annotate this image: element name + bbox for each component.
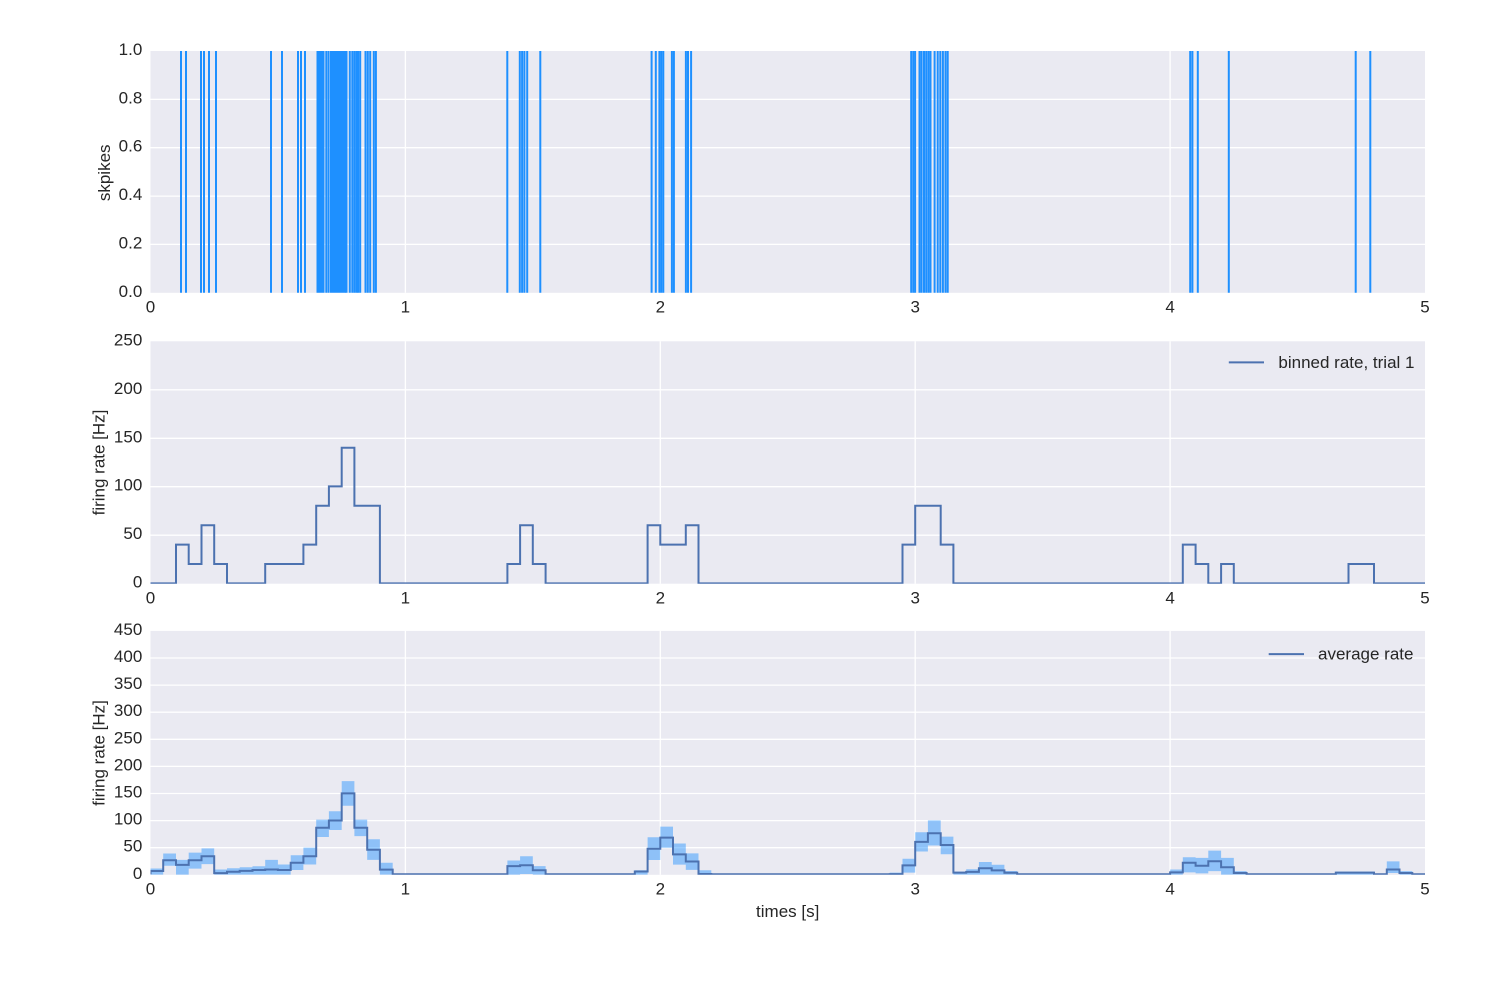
svg-text:450: 450 bbox=[114, 620, 142, 639]
svg-text:0: 0 bbox=[146, 879, 155, 898]
svg-text:0.8: 0.8 bbox=[119, 88, 143, 107]
svg-text:0: 0 bbox=[146, 588, 155, 607]
svg-text:300: 300 bbox=[114, 701, 142, 720]
svg-text:5: 5 bbox=[1420, 879, 1429, 898]
svg-text:times [s]: times [s] bbox=[756, 902, 819, 921]
svg-text:150: 150 bbox=[114, 783, 142, 802]
svg-text:2: 2 bbox=[656, 879, 665, 898]
svg-text:0.0: 0.0 bbox=[119, 282, 143, 301]
svg-text:200: 200 bbox=[114, 379, 142, 398]
svg-text:1: 1 bbox=[401, 879, 410, 898]
svg-text:200: 200 bbox=[114, 755, 142, 774]
svg-text:3: 3 bbox=[910, 879, 919, 898]
svg-text:5: 5 bbox=[1420, 297, 1429, 316]
svg-text:0: 0 bbox=[146, 297, 155, 316]
svg-text:150: 150 bbox=[114, 427, 142, 446]
svg-text:250: 250 bbox=[114, 728, 142, 747]
svg-text:binned rate, trial 1: binned rate, trial 1 bbox=[1278, 353, 1414, 372]
svg-text:5: 5 bbox=[1420, 588, 1429, 607]
svg-text:skpikes: skpikes bbox=[95, 144, 114, 201]
svg-text:350: 350 bbox=[114, 674, 142, 693]
svg-text:4: 4 bbox=[1165, 879, 1174, 898]
svg-text:3: 3 bbox=[910, 297, 919, 316]
svg-text:1.0: 1.0 bbox=[119, 40, 143, 59]
svg-text:0.6: 0.6 bbox=[119, 137, 143, 156]
svg-text:0: 0 bbox=[133, 864, 142, 883]
svg-text:firing rate [Hz]: firing rate [Hz] bbox=[90, 410, 109, 516]
svg-text:2: 2 bbox=[656, 588, 665, 607]
svg-text:0.2: 0.2 bbox=[119, 233, 143, 252]
svg-text:3: 3 bbox=[910, 588, 919, 607]
svg-text:50: 50 bbox=[123, 837, 142, 856]
svg-text:250: 250 bbox=[114, 330, 142, 349]
svg-text:average rate: average rate bbox=[1318, 645, 1413, 664]
svg-text:0: 0 bbox=[133, 573, 142, 592]
svg-text:4: 4 bbox=[1165, 297, 1174, 316]
svg-text:0.4: 0.4 bbox=[119, 185, 143, 204]
svg-text:4: 4 bbox=[1165, 588, 1174, 607]
svg-text:400: 400 bbox=[114, 647, 142, 666]
svg-text:50: 50 bbox=[123, 524, 142, 543]
svg-text:1: 1 bbox=[401, 297, 410, 316]
svg-text:100: 100 bbox=[114, 810, 142, 829]
svg-text:2: 2 bbox=[656, 297, 665, 316]
svg-text:firing rate [Hz]: firing rate [Hz] bbox=[90, 700, 109, 806]
svg-text:100: 100 bbox=[114, 476, 142, 495]
svg-text:1: 1 bbox=[401, 588, 410, 607]
